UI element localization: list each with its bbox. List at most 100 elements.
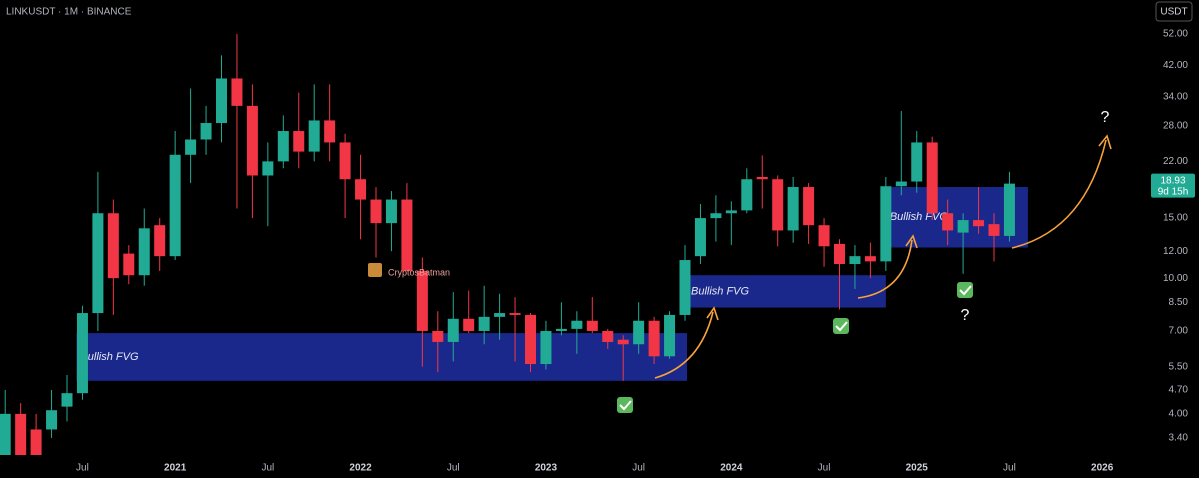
candle-body: [246, 105, 258, 176]
candle-body: [262, 161, 274, 176]
annotations: CryptosBatman ? ?: [368, 109, 1112, 413]
candle-body: [293, 131, 305, 152]
candle-body: [834, 243, 845, 265]
candle-body: [339, 142, 351, 180]
watermark: CryptosBatman: [388, 267, 450, 277]
arrow-head: [905, 234, 918, 249]
candle-body: [694, 218, 706, 257]
candle-body: [478, 316, 490, 331]
candle-body: [664, 314, 676, 357]
arrow: [1011, 139, 1107, 249]
y-tick-label: 3.40: [1169, 433, 1189, 444]
candle-body: [308, 120, 320, 152]
price-tag: [1151, 173, 1195, 198]
candle-body: [849, 256, 861, 265]
x-tick-label: Jul: [818, 463, 831, 474]
check: [833, 318, 849, 334]
currency-button[interactable]: [1155, 1, 1193, 22]
check: [617, 397, 633, 413]
checks: [617, 282, 973, 413]
candle-body: [926, 142, 938, 214]
y-tick-label: 4.00: [1169, 409, 1189, 420]
y-tick-label: 28.00: [1163, 120, 1188, 131]
arrow-head: [1098, 134, 1112, 150]
candle-body: [15, 413, 27, 455]
check: [959, 285, 972, 296]
candle-body: [710, 213, 722, 219]
candle-body: [169, 154, 181, 257]
x-tick-label: Jul: [447, 463, 460, 474]
candle-body: [942, 213, 954, 231]
y-tick-label: 15.00: [1163, 213, 1188, 224]
x-tick-label: 2024: [720, 463, 743, 474]
price-tag-value: 18.93: [1160, 175, 1185, 186]
candle-body: [1003, 183, 1015, 236]
candle-body: [648, 320, 660, 357]
arrows: [654, 134, 1112, 379]
check: [619, 400, 632, 411]
candle-body: [772, 179, 784, 231]
candle-body: [509, 313, 521, 315]
fvg-zone: [687, 275, 886, 308]
x-tick-label: 2025: [906, 463, 929, 474]
y-tick-label: 7.00: [1169, 326, 1189, 337]
x-tick-label: Jul: [1003, 463, 1016, 474]
fvg-label: Bullish FVG: [890, 211, 949, 223]
candle-body: [741, 179, 753, 211]
candles: [0, 33, 1015, 455]
candle-body: [231, 78, 243, 106]
watermark-icon: [368, 263, 382, 277]
candle-body: [494, 313, 506, 317]
price-tag-countdown: 9d 15h: [1158, 186, 1189, 197]
candle-body: [571, 320, 583, 329]
candle-body: [123, 253, 135, 276]
candle-body: [216, 78, 227, 124]
check: [957, 282, 973, 298]
candle-body: [138, 228, 150, 276]
candle-body: [107, 213, 119, 279]
y-tick-label: 12.00: [1163, 246, 1188, 257]
fvg-label: Bullish FVG: [80, 351, 139, 363]
candle-body: [355, 179, 367, 200]
y-tick-label: 52.00: [1163, 29, 1188, 40]
x-tick-label: Jul: [261, 463, 274, 474]
question-mark: ?: [961, 307, 970, 324]
candle-body: [277, 131, 289, 162]
y-tick-label: 4.70: [1169, 385, 1189, 396]
candle-body: [401, 199, 413, 271]
candle-body: [0, 413, 11, 455]
candle-body: [973, 220, 985, 227]
zones: Bullish FVG Bullish FVG Bullish FVG: [76, 187, 1028, 381]
candle-body: [154, 225, 166, 257]
candle-body: [370, 199, 382, 224]
candle-body: [555, 328, 567, 331]
fvg-zone: [76, 333, 687, 381]
candle-body: [864, 256, 876, 262]
x-tick-label: 2023: [535, 463, 558, 474]
y-tick-label: 34.00: [1163, 92, 1188, 103]
candle-body: [988, 224, 1000, 236]
candle-body: [416, 270, 428, 331]
candle-body: [61, 393, 73, 407]
candle-body: [617, 339, 629, 345]
candle-body: [602, 330, 614, 342]
currency-button-label[interactable]: USDT: [1160, 7, 1187, 18]
y-tick-label: 10.00: [1163, 273, 1188, 284]
candle-body: [463, 318, 475, 331]
x-tick-label: 2021: [164, 463, 187, 474]
candle-body: [911, 142, 923, 182]
arrow-head: [706, 306, 719, 321]
candle-body: [679, 260, 691, 315]
candle-body: [586, 320, 598, 331]
candle-body: [92, 213, 104, 314]
question-mark: ?: [1101, 109, 1110, 126]
candle-body: [895, 181, 907, 187]
candle-body: [818, 225, 830, 247]
check: [835, 321, 848, 332]
candle-body: [787, 187, 799, 231]
candle-body: [725, 210, 737, 214]
x-tick-label: 2022: [349, 463, 372, 474]
x-tick-label: Jul: [632, 463, 645, 474]
y-tick-label: 22.00: [1163, 156, 1188, 167]
